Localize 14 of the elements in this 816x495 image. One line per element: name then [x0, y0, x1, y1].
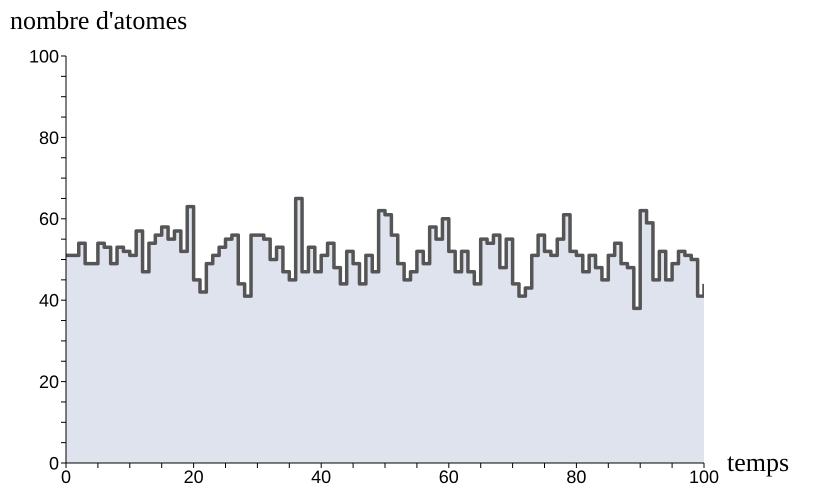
y-tick-label: 100: [28, 46, 59, 66]
x-tick-label: 60: [438, 466, 459, 487]
y-tick-label: 80: [38, 128, 59, 148]
y-tick-label: 0: [48, 453, 59, 474]
y-tick-label: 60: [38, 209, 59, 230]
y-axis-title: nombre d'atomes: [10, 6, 188, 36]
x-axis-title: temps: [727, 448, 790, 478]
x-tick-label: 80: [566, 466, 586, 487]
x-tick-label: 20: [184, 466, 204, 487]
y-tick-label: 40: [38, 290, 59, 311]
x-tick-label: 100: [688, 466, 720, 487]
x-tick-label: 0: [60, 466, 72, 487]
y-tick-label: 20: [38, 372, 59, 392]
x-tick-label: 40: [311, 466, 332, 487]
